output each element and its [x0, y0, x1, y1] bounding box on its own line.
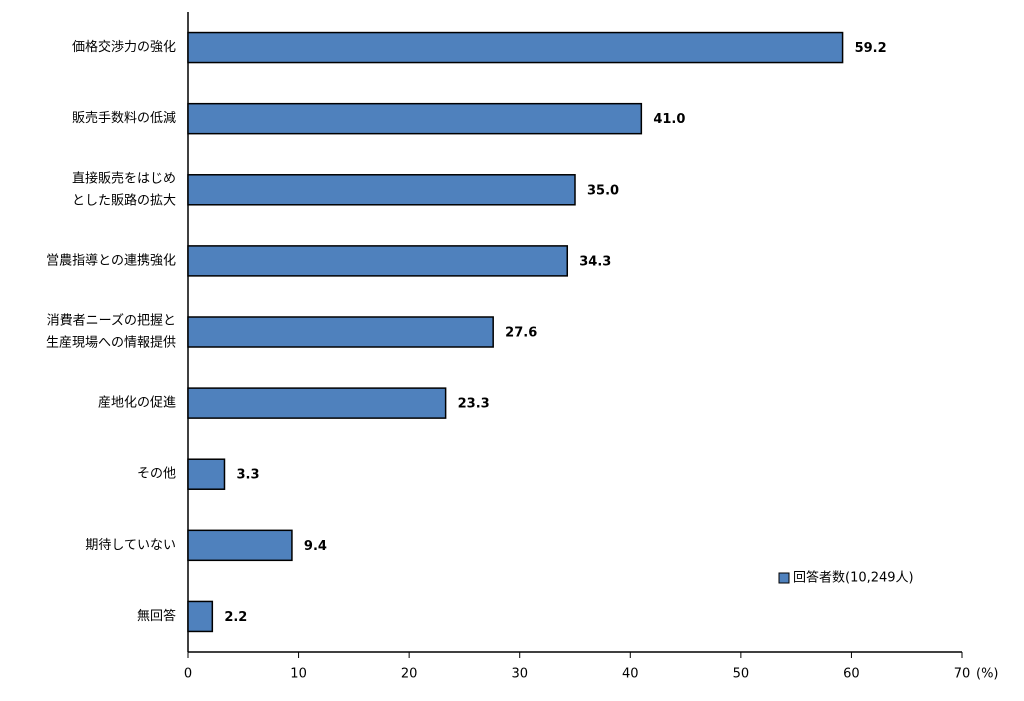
- value-label: 59.2: [855, 41, 887, 56]
- legend-swatch: [778, 572, 790, 584]
- x-tick-label: 10: [290, 667, 307, 682]
- value-label: 34.3: [579, 254, 611, 269]
- bar: [187, 529, 293, 562]
- y-tick-label: その他: [137, 467, 176, 482]
- x-tick-label: 20: [401, 667, 418, 682]
- bar: [187, 102, 643, 135]
- bar: [187, 31, 844, 64]
- value-label: 27.6: [505, 326, 537, 341]
- legend-label: 回答者数(10,249人): [793, 570, 914, 586]
- bar: [187, 316, 494, 348]
- y-tick-label: 価格交渉力の強化: [72, 39, 176, 55]
- y-tick-label: 生産現場への情報提供: [46, 335, 176, 351]
- bar: [187, 600, 214, 633]
- bar: [187, 387, 447, 419]
- value-label: 41.0: [653, 112, 685, 127]
- value-label: 23.3: [458, 397, 490, 412]
- y-tick-label: とした販路の拡大: [72, 192, 176, 208]
- value-label: 35.0: [587, 183, 619, 198]
- x-axis-unit: (%): [976, 667, 999, 682]
- y-tick-label: 直接販売をはじめ: [72, 170, 176, 186]
- value-label: 9.4: [304, 539, 327, 554]
- x-tick-label: 70: [954, 667, 971, 682]
- x-tick-label: 60: [843, 667, 860, 682]
- y-tick-label: 営農指導との連携強化: [46, 252, 176, 268]
- y-tick-label: 消費者ニーズの把握と: [47, 313, 176, 329]
- x-tick-label: 0: [184, 667, 192, 682]
- y-tick-label: 期待していない: [85, 538, 176, 553]
- bar: [187, 458, 226, 490]
- value-label: 2.2: [224, 610, 247, 625]
- x-tick-label: 50: [733, 667, 750, 682]
- value-label: 3.3: [236, 468, 259, 483]
- bar: [187, 174, 576, 206]
- y-tick-label: 無回答: [137, 608, 176, 624]
- x-tick-label: 30: [511, 667, 528, 682]
- bar: [187, 245, 569, 277]
- y-tick-label: 販売手数料の低減: [72, 110, 176, 126]
- y-tick-label: 産地化の促進: [98, 395, 176, 411]
- x-tick-label: 40: [622, 667, 639, 682]
